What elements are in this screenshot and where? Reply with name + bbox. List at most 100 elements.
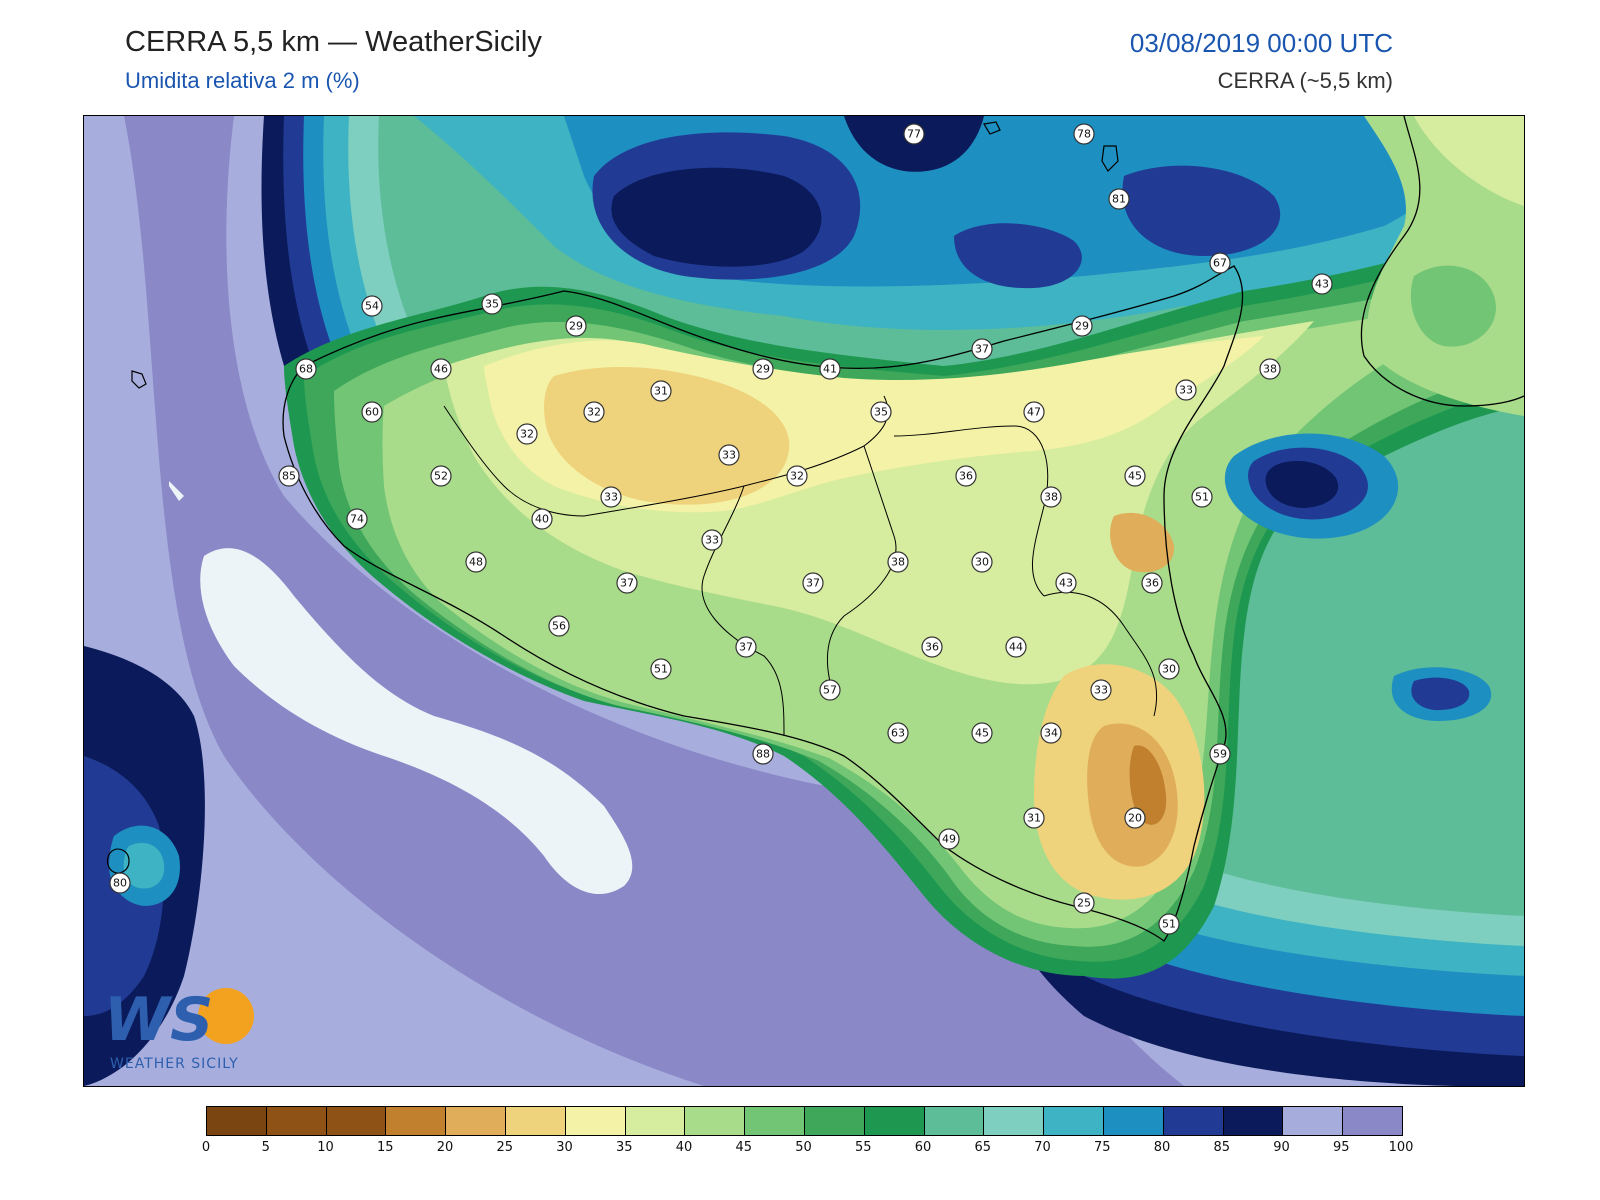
legend-tick-label: 45 (735, 1140, 753, 1155)
station-value: 46 (434, 363, 448, 376)
legend-swatch (804, 1107, 865, 1135)
aeolian-cell-85 (1122, 165, 1281, 256)
station-marker: 38 (1259, 358, 1281, 380)
station-value: 49 (942, 833, 956, 846)
station-marker: 35 (481, 293, 503, 315)
calabria-band-35 (1414, 116, 1524, 206)
ustica-island (983, 121, 1001, 135)
station-marker: 33 (1175, 379, 1197, 401)
province-boundaries (443, 395, 1158, 737)
southwest-cell-70 (123, 842, 165, 889)
egadi-island (131, 370, 147, 389)
station-marker: 34 (1040, 722, 1062, 744)
humidity-map[interactable]: 77 78 81 67 43 54 35 29 29 37 68 46 31 29 41 38 33 60 32 35… (83, 115, 1525, 1087)
station-value: 67 (1213, 257, 1227, 270)
station-markers: 77 78 81 67 43 54 35 29 29 37 68 46 31 29 41 38 33 60 32 35… (109, 123, 1333, 935)
legend-tick-label: 40 (675, 1140, 693, 1155)
legend-swatch (864, 1107, 925, 1135)
station-marker: 51 (1191, 486, 1213, 508)
station-marker: 59 (1209, 743, 1231, 765)
station-marker: 29 (752, 358, 774, 380)
station-value: 85 (282, 470, 296, 483)
station-marker: 80 (109, 872, 131, 894)
land-band-15 (1129, 745, 1167, 825)
station-value: 38 (891, 556, 905, 569)
ionian-cell-90 (1265, 460, 1339, 508)
land-band-20-east (1110, 512, 1175, 573)
station-marker: 57 (819, 679, 841, 701)
land-band-25-west (544, 366, 790, 505)
station-value: 31 (1027, 812, 1041, 825)
station-marker: 88 (752, 743, 774, 765)
legend-tick-label: 85 (1213, 1140, 1231, 1155)
station-value: 59 (1213, 748, 1227, 761)
legend-swatch (1103, 1107, 1164, 1135)
legend-tick-label: 55 (854, 1140, 872, 1155)
calabria-cell-45 (1410, 265, 1496, 347)
station-value: 74 (350, 513, 364, 526)
station-value: 43 (1059, 577, 1073, 590)
tyrrhenian-cell-90 (611, 167, 822, 267)
station-marker: 51 (650, 658, 672, 680)
station-marker: 30 (1158, 658, 1180, 680)
station-marker: 74 (346, 508, 368, 530)
station-value: 48 (469, 556, 483, 569)
station-marker: 30 (971, 551, 993, 573)
legend-swatch (207, 1107, 267, 1135)
station-marker: 32 (583, 401, 605, 423)
station-marker: 32 (786, 465, 808, 487)
station-value: 51 (1195, 491, 1209, 504)
station-marker: 33 (718, 444, 740, 466)
station-marker: 43 (1055, 572, 1077, 594)
station-marker: 52 (430, 465, 452, 487)
station-marker: 37 (735, 636, 757, 658)
legend-tick-label: 50 (795, 1140, 812, 1155)
station-marker: 29 (1071, 315, 1093, 337)
station-value: 34 (1044, 727, 1058, 740)
station-value: 41 (823, 363, 837, 376)
station-value: 54 (365, 300, 379, 313)
legend-tick-label: 100 (1388, 1140, 1414, 1155)
station-value: 44 (1009, 641, 1023, 654)
station-value: 36 (1145, 577, 1159, 590)
channel-spot-100 (169, 481, 184, 501)
legend-swatch (446, 1107, 506, 1135)
legend-swatch (685, 1107, 746, 1135)
station-marker: 37 (971, 338, 993, 360)
station-value: 47 (1027, 406, 1041, 419)
station-marker: 56 (548, 615, 570, 637)
station-marker: 20 (1124, 807, 1146, 829)
legend-swatch (386, 1107, 447, 1135)
legend-ticks: 0 5 10 15 20 25 30 35 40 45 50 55 60 65 70 75 80 85 90 95 10… (202, 1140, 1414, 1160)
station-value: 37 (975, 343, 989, 356)
station-value: 77 (907, 128, 921, 141)
station-value: 43 (1315, 278, 1329, 291)
station-value: 40 (535, 513, 549, 526)
legend-tick-label: 25 (496, 1140, 514, 1155)
legend-tick-label: 75 (1093, 1140, 1111, 1155)
north-cell-85 (954, 223, 1082, 289)
station-marker: 31 (1023, 807, 1045, 829)
station-value: 36 (925, 641, 939, 654)
station-value: 29 (569, 320, 583, 333)
station-marker: 47 (1023, 401, 1045, 423)
legend-swatch (266, 1107, 327, 1135)
station-marker: 41 (819, 358, 841, 380)
legend-swatch (924, 1107, 985, 1135)
station-value: 38 (1044, 491, 1058, 504)
station-marker: 33 (701, 529, 723, 551)
station-marker: 36 (921, 636, 943, 658)
aeolian-islands (1101, 145, 1119, 172)
weathersicily-logo: WS WEATHER SICILY (104, 985, 254, 1072)
station-value: 20 (1128, 812, 1142, 825)
legend-tick-label: 60 (914, 1140, 932, 1155)
station-value: 32 (520, 428, 534, 441)
station-marker: 78 (1073, 123, 1095, 145)
station-marker: 25 (1073, 892, 1095, 914)
station-value: 32 (790, 470, 804, 483)
legend-tick-label: 0 (201, 1140, 211, 1155)
station-value: 56 (552, 620, 566, 633)
legend-swatch (984, 1107, 1045, 1135)
map-title: CERRA 5,5 km — WeatherSicily (125, 26, 542, 58)
station-marker: 45 (971, 722, 993, 744)
